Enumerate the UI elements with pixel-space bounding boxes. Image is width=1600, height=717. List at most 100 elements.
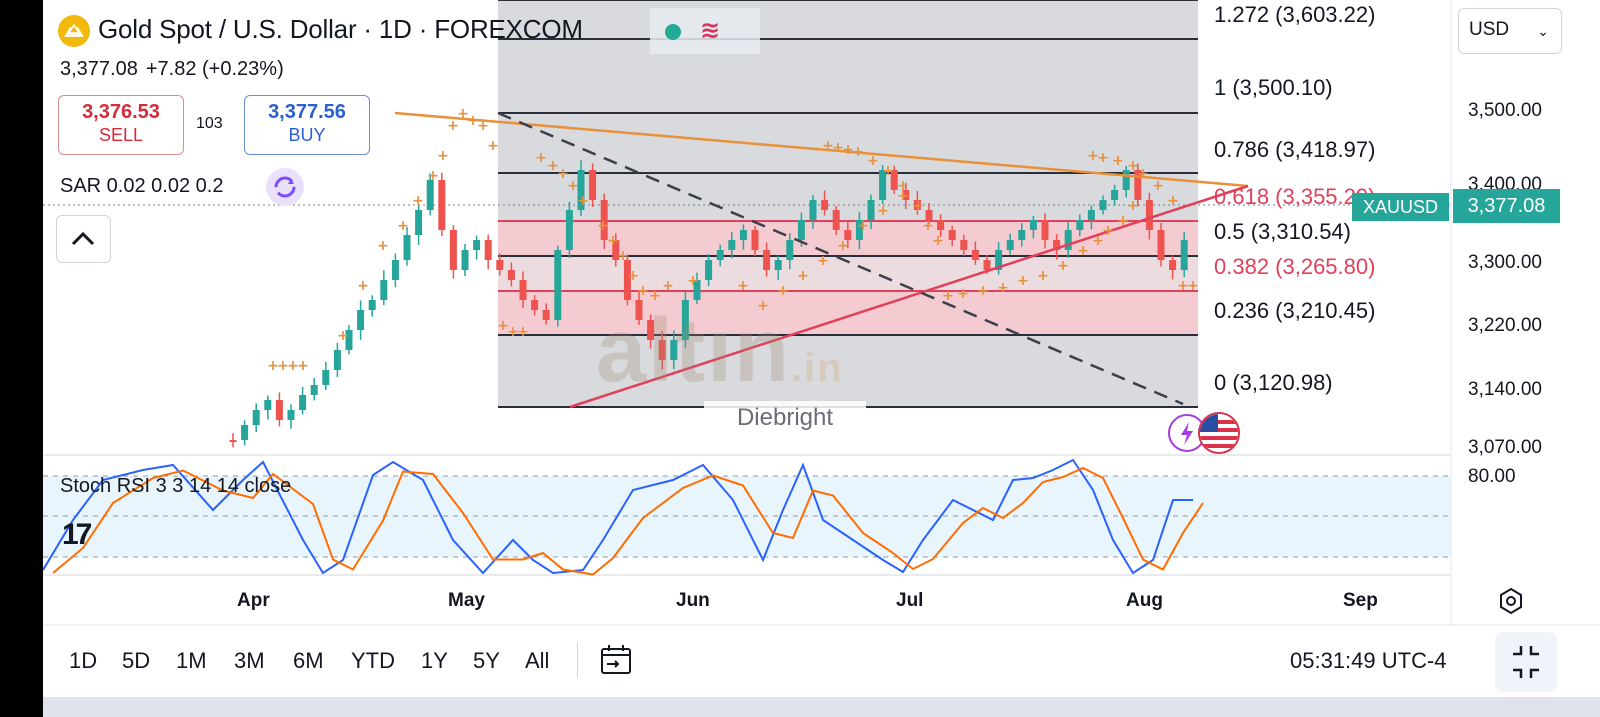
- timeframe-5d[interactable]: 5D: [122, 648, 151, 673]
- candle-body: [577, 170, 585, 210]
- sar-dot: +: [1127, 158, 1139, 174]
- timeframe-1m[interactable]: 1M: [176, 648, 207, 673]
- sar-dot: +: [597, 218, 609, 234]
- sar-dot: +: [607, 233, 619, 249]
- sar-indicator-label[interactable]: SAR 0.02 0.02 0.2: [60, 175, 224, 197]
- month-label: Apr: [237, 590, 270, 611]
- candle-body: [647, 320, 655, 340]
- timeframe-1y[interactable]: 1Y: [421, 648, 448, 673]
- candle-body: [1087, 210, 1095, 220]
- candle-body: [1180, 240, 1188, 270]
- sar-dot: +: [397, 218, 409, 234]
- candle-body: [542, 310, 550, 320]
- bottom-edge-bar: [43, 697, 1600, 717]
- candle-body: [554, 250, 562, 320]
- timeframe-all[interactable]: All: [525, 648, 550, 673]
- sar-dot: +: [557, 166, 569, 182]
- fib-level-label: 1 (3,500.10): [1214, 75, 1333, 100]
- market-open-dot-icon: [665, 24, 681, 40]
- candle-body: [1145, 200, 1153, 230]
- price-axis-label: 3,300.00: [1468, 252, 1542, 273]
- chart-settings-icon[interactable]: [1496, 586, 1526, 616]
- chart-canvas[interactable]: ++++++++++++++++++++ +++++++++ ++ + ++++++++…: [43, 0, 1600, 697]
- spread-value: 103: [196, 115, 223, 132]
- sar-dot: +: [337, 328, 349, 344]
- candle-body: [507, 270, 515, 280]
- buy-button[interactable]: 3,377.56 BUY: [244, 95, 370, 155]
- fib-level-label: 0.786 (3,418.97): [1214, 137, 1376, 162]
- sar-dot: +: [357, 278, 369, 294]
- candle-body: [995, 250, 1003, 270]
- price-axis-label: 3,500.00: [1468, 100, 1542, 121]
- candle-body: [565, 210, 573, 250]
- timeframe-1d[interactable]: 1D: [69, 648, 98, 673]
- stoch-rsi-label[interactable]: Stoch RSI 3 3 14 14 close: [60, 475, 292, 497]
- candle-body: [937, 220, 945, 230]
- sar-dot: +: [777, 283, 789, 299]
- stoch-d-line: [52, 466, 1204, 576]
- symbol-title[interactable]: Gold Spot / U.S. Dollar · 1D · FOREXCOM: [98, 14, 583, 44]
- go-to-date-calendar-icon[interactable]: [598, 642, 634, 678]
- fib-level-label: 0.236 (3,210.45): [1214, 298, 1376, 323]
- sar-dot: +: [627, 268, 639, 284]
- candle-body: [960, 240, 968, 250]
- candle-body: [531, 300, 539, 310]
- refresh-indicator-icon[interactable]: [266, 168, 304, 206]
- candle-body: [913, 200, 921, 210]
- candle-body: [264, 400, 272, 410]
- timeframe-3m[interactable]: 3M: [234, 648, 265, 673]
- candle-body: [867, 200, 875, 220]
- currency-select[interactable]: USD ⌄: [1458, 8, 1562, 54]
- candle-body: [322, 370, 330, 385]
- timeframe-6m[interactable]: 6M: [293, 648, 324, 673]
- sar-dot: +: [897, 188, 909, 204]
- candle-body: [484, 240, 492, 260]
- sar-dot: +: [617, 248, 629, 264]
- month-label: Aug: [1126, 590, 1163, 611]
- candle-body: [287, 410, 295, 420]
- sar-dot: +: [842, 142, 854, 158]
- sar-dot: +: [497, 318, 509, 334]
- gold-symbol-logo-icon: [58, 15, 90, 47]
- candle-body: [229, 440, 237, 442]
- candle-body: [1099, 200, 1107, 210]
- fullscreen-exit-button[interactable]: [1495, 632, 1557, 692]
- chevron-down-icon: ⌄: [1537, 23, 1549, 39]
- sar-dot: +: [517, 324, 529, 340]
- timeframe-ytd[interactable]: YTD: [351, 648, 395, 673]
- sar-dot: +: [922, 218, 934, 234]
- timeframe-5y[interactable]: 5Y: [473, 648, 500, 673]
- watermark-tld: .in: [791, 346, 844, 390]
- candle-body: [345, 330, 353, 350]
- sar-dot: +: [1092, 233, 1104, 249]
- tradingview-logo-icon[interactable]: 17: [62, 518, 92, 551]
- toolbar-divider: [577, 642, 578, 678]
- collapse-legend-button[interactable]: [56, 215, 111, 263]
- sar-dot: +: [1127, 198, 1139, 214]
- candle-body: [1157, 230, 1165, 260]
- sar-dot: +: [567, 178, 579, 194]
- candle-body: [797, 220, 805, 240]
- candle-body: [1169, 260, 1177, 270]
- candle-body: [357, 310, 365, 330]
- candle-body: [1006, 240, 1014, 250]
- sar-dot: +: [822, 138, 834, 154]
- month-label: Jul: [896, 590, 924, 611]
- candle-body: [693, 280, 701, 300]
- sar-dot: +: [447, 118, 459, 134]
- sell-button[interactable]: 3,376.53 SELL: [58, 95, 184, 155]
- candle-body: [855, 220, 863, 240]
- candle-body: [1076, 220, 1084, 230]
- sar-dot: +: [912, 198, 924, 214]
- month-label: May: [448, 590, 485, 611]
- candle-body: [612, 240, 620, 260]
- sar-dot: +: [867, 153, 879, 169]
- clock-timezone[interactable]: 05:31:49 UTC-4: [1290, 648, 1447, 673]
- sar-dot: +: [857, 218, 869, 234]
- candle-body: [519, 280, 527, 300]
- us-flag-event-icon[interactable]: [1198, 412, 1240, 454]
- sar-dot: +: [1077, 243, 1089, 259]
- candle-body: [252, 410, 260, 425]
- last-price: 3,377.08: [60, 58, 138, 80]
- author-name: Diebright: [704, 401, 866, 435]
